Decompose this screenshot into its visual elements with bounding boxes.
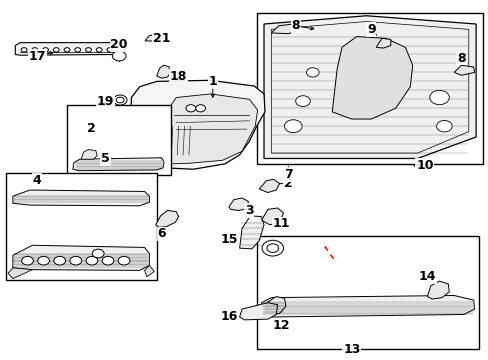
Polygon shape xyxy=(13,190,149,206)
Circle shape xyxy=(107,48,113,52)
Text: 18: 18 xyxy=(170,69,187,82)
Circle shape xyxy=(262,240,283,256)
Text: 9: 9 xyxy=(366,23,375,36)
Text: 8: 8 xyxy=(456,51,465,64)
Text: 6: 6 xyxy=(157,227,165,240)
Circle shape xyxy=(185,105,195,112)
Circle shape xyxy=(53,48,59,52)
Bar xyxy=(5,173,157,280)
Polygon shape xyxy=(261,208,283,225)
Polygon shape xyxy=(144,265,154,277)
Polygon shape xyxy=(331,37,412,119)
Text: 14: 14 xyxy=(418,270,435,283)
Polygon shape xyxy=(239,303,277,320)
Text: 13: 13 xyxy=(343,343,360,356)
Polygon shape xyxy=(427,281,448,299)
Text: 3: 3 xyxy=(244,204,253,217)
Text: 19: 19 xyxy=(97,95,114,108)
Circle shape xyxy=(38,256,49,265)
Text: 4: 4 xyxy=(33,174,41,186)
Polygon shape xyxy=(453,65,474,75)
Circle shape xyxy=(21,256,33,265)
Polygon shape xyxy=(8,268,32,279)
Bar xyxy=(256,13,483,164)
Polygon shape xyxy=(261,296,474,317)
Polygon shape xyxy=(145,34,163,41)
Text: 7: 7 xyxy=(284,168,292,181)
Text: 16: 16 xyxy=(220,310,237,324)
Text: 11: 11 xyxy=(272,217,289,230)
Polygon shape xyxy=(130,80,264,169)
Circle shape xyxy=(112,51,126,61)
Circle shape xyxy=(21,48,27,52)
Text: 2: 2 xyxy=(284,177,292,190)
Circle shape xyxy=(96,48,102,52)
Circle shape xyxy=(113,95,127,105)
Polygon shape xyxy=(157,65,170,78)
Text: 12: 12 xyxy=(272,319,289,332)
Polygon shape xyxy=(168,94,257,164)
Text: 20: 20 xyxy=(110,38,128,51)
Polygon shape xyxy=(73,158,163,171)
Circle shape xyxy=(86,256,98,265)
Polygon shape xyxy=(81,149,97,159)
Bar xyxy=(256,235,478,348)
Circle shape xyxy=(284,120,302,133)
Circle shape xyxy=(64,48,70,52)
Polygon shape xyxy=(118,119,140,132)
Circle shape xyxy=(195,105,205,112)
Circle shape xyxy=(102,256,114,265)
Circle shape xyxy=(306,68,319,77)
Circle shape xyxy=(54,256,65,265)
Circle shape xyxy=(32,48,38,52)
Text: 21: 21 xyxy=(153,32,170,45)
Polygon shape xyxy=(264,297,285,316)
Text: 5: 5 xyxy=(101,152,110,165)
Text: 17: 17 xyxy=(28,50,46,63)
Polygon shape xyxy=(239,216,264,249)
Circle shape xyxy=(116,97,124,103)
Circle shape xyxy=(118,256,130,265)
Polygon shape xyxy=(13,245,149,270)
Circle shape xyxy=(436,121,451,132)
Text: 2: 2 xyxy=(86,122,95,135)
Circle shape xyxy=(42,48,48,52)
Circle shape xyxy=(70,256,81,265)
Polygon shape xyxy=(171,71,177,75)
Circle shape xyxy=(85,48,91,52)
Circle shape xyxy=(295,96,310,107)
Polygon shape xyxy=(264,16,475,158)
Polygon shape xyxy=(156,211,178,227)
Text: 1: 1 xyxy=(208,75,217,88)
Polygon shape xyxy=(259,179,279,193)
Circle shape xyxy=(266,244,278,252)
Circle shape xyxy=(429,90,448,105)
Text: 10: 10 xyxy=(415,159,433,172)
Text: 15: 15 xyxy=(220,233,237,246)
Bar xyxy=(66,105,171,175)
Text: 8: 8 xyxy=(291,19,300,32)
Circle shape xyxy=(92,249,104,258)
Polygon shape xyxy=(271,24,298,34)
Polygon shape xyxy=(228,198,248,211)
Circle shape xyxy=(75,48,81,52)
Polygon shape xyxy=(375,39,390,48)
Polygon shape xyxy=(15,42,125,55)
